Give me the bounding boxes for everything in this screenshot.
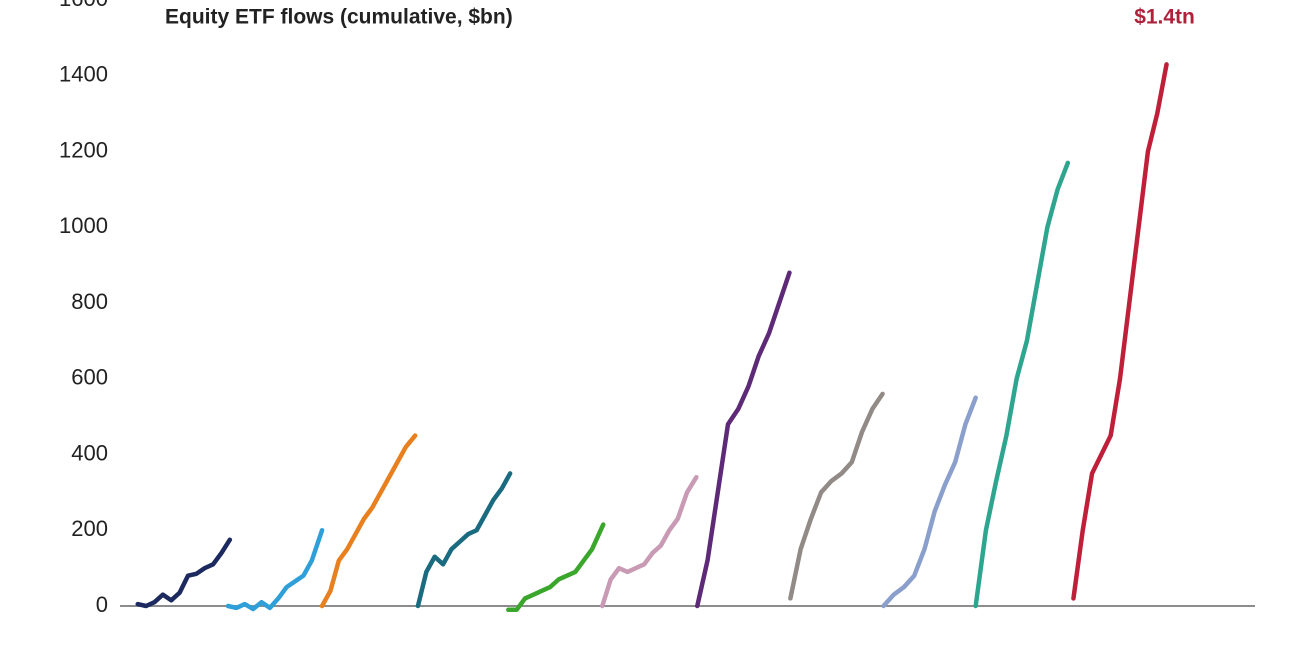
chart-title: Equity ETF flows (cumulative, $bn): [165, 6, 513, 29]
y-tick-label: 200: [71, 516, 108, 541]
y-tick-label: 600: [71, 365, 108, 390]
y-tick-label: 800: [71, 289, 108, 314]
series-line: [973, 160, 1071, 609]
series-line: [319, 433, 418, 609]
series-line: [881, 395, 978, 609]
y-tick-label: 400: [71, 440, 108, 465]
series-line: [788, 391, 885, 601]
series-line: [135, 537, 233, 609]
y-tick-label: 0: [96, 592, 108, 617]
series-line: [600, 474, 699, 609]
y-tick-label: 1600: [59, 0, 108, 11]
y-tick-label: 1400: [59, 62, 108, 87]
series-line: [225, 528, 325, 612]
annotation: $1.4tn: [1134, 6, 1195, 29]
y-tick-label: 1200: [59, 137, 108, 162]
series-line: [1071, 62, 1169, 601]
series-line: [695, 270, 792, 609]
y-tick-label: 1000: [59, 213, 108, 238]
series-line: [415, 471, 513, 609]
series-line: [506, 522, 606, 613]
